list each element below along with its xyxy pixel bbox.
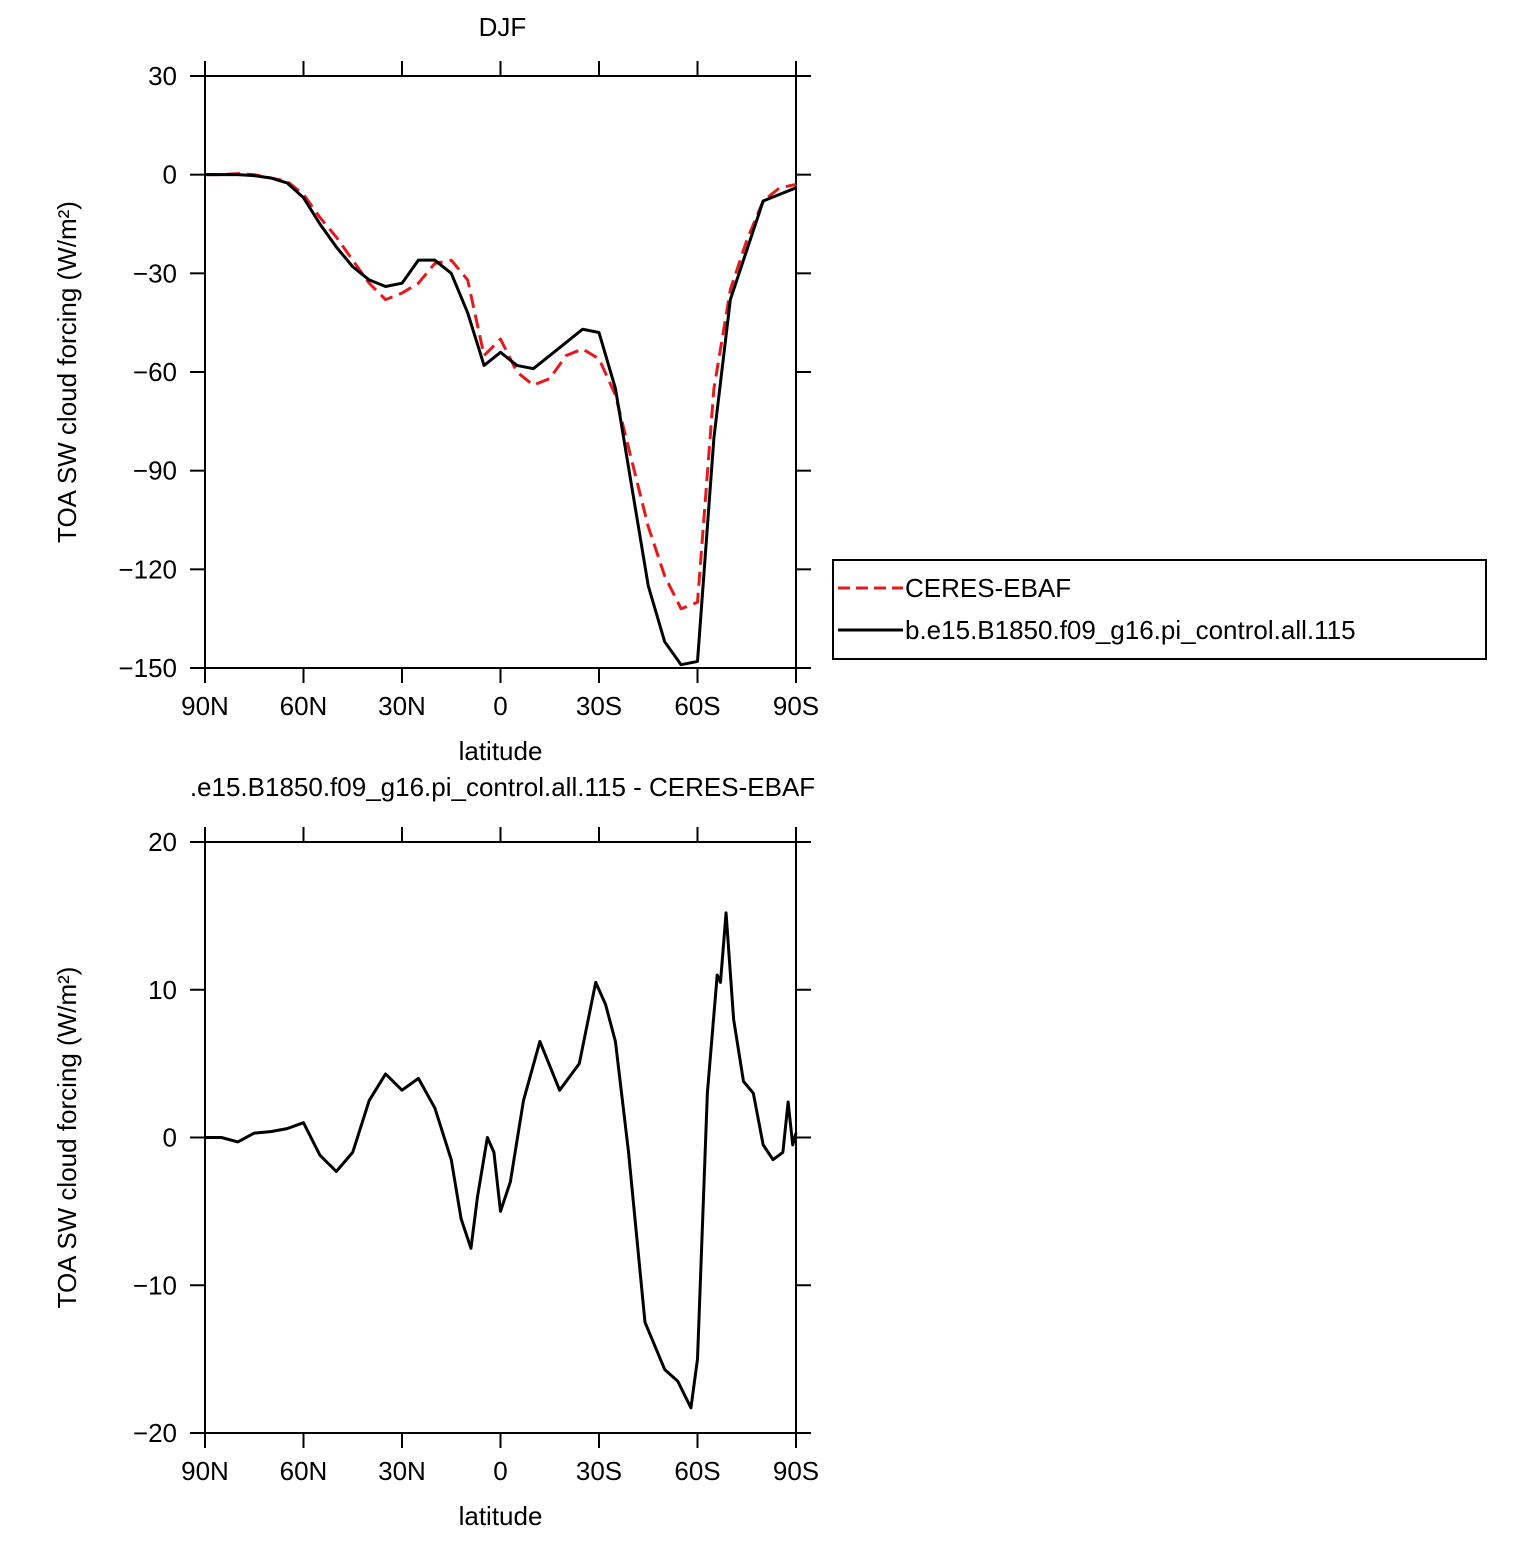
x-tick-label: 30S: [576, 1456, 622, 1486]
legend-box: [832, 559, 1487, 660]
y-tick-label: −90: [133, 456, 177, 486]
x-tick-label: 0: [493, 691, 507, 721]
y-tick-label: 0: [163, 1123, 177, 1153]
y-tick-label: −150: [118, 653, 177, 683]
x-tick-label: 90N: [181, 691, 229, 721]
chart-title: .e15.B1850.f09_g16.pi_control.all.115 - …: [190, 772, 815, 802]
plot-frame: [204, 75, 797, 669]
legend-label: b.e15.B1850.f09_g16.pi_control.all.115: [905, 615, 1356, 645]
x-tick-label: 60N: [280, 1456, 328, 1486]
legend-label: CERES-EBAF: [905, 573, 1071, 603]
data-line: [205, 911, 798, 1410]
x-axis-label: latitude: [459, 1501, 543, 1531]
y-axis-label: TOA SW cloud forcing (W/m²): [52, 201, 82, 543]
x-tick-label: 30S: [576, 691, 622, 721]
x-tick-label: 60N: [280, 691, 328, 721]
x-axis-label: latitude: [459, 736, 543, 766]
y-tick-label: −60: [133, 357, 177, 387]
y-tick-label: −30: [133, 258, 177, 288]
y-tick-label: −120: [118, 554, 177, 584]
y-tick-label: −10: [133, 1270, 177, 1300]
y-axis-label: TOA SW cloud forcing (W/m²): [52, 967, 82, 1309]
x-tick-label: 60S: [674, 691, 720, 721]
x-tick-label: 60S: [674, 1456, 720, 1486]
y-tick-label: 10: [148, 975, 177, 1005]
y-tick-label: −20: [133, 1418, 177, 1448]
y-tick-label: 30: [148, 61, 177, 91]
data-line: [205, 173, 797, 667]
x-tick-label: 90N: [181, 1456, 229, 1486]
chart-title: DJF: [479, 12, 527, 42]
x-tick-label: 0: [493, 1456, 507, 1486]
y-tick-label: 20: [148, 827, 177, 857]
x-tick-label: 30N: [378, 1456, 426, 1486]
x-tick-label: 30N: [378, 691, 426, 721]
data-line: [205, 172, 797, 611]
x-tick-label: 90S: [773, 691, 819, 721]
y-tick-label: 0: [163, 160, 177, 190]
x-tick-label: 90S: [773, 1456, 819, 1486]
plot-frame: [204, 841, 797, 1434]
